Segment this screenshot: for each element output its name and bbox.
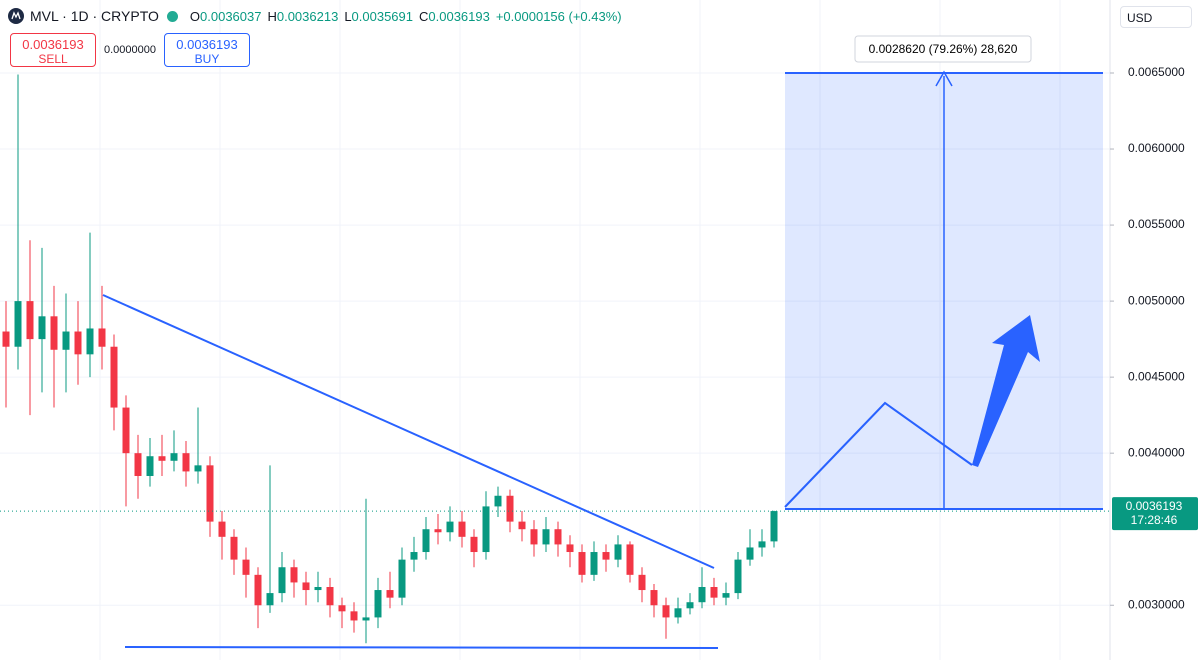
candle-body: [758, 541, 766, 548]
y-tick-label: 0.0060000: [1128, 141, 1185, 155]
ohlc-item: O0.0036037: [189, 8, 262, 24]
candle-body: [86, 328, 94, 355]
status-dot: [166, 10, 178, 22]
candle-body: [158, 456, 166, 461]
candle-body: [182, 453, 190, 472]
candle-body: [542, 529, 550, 545]
buy-button[interactable]: 0.0036193 BUY: [164, 33, 250, 67]
candle-body: [242, 559, 250, 575]
measure-arrowhead: [935, 70, 953, 87]
candle-body: [770, 511, 778, 542]
measure-box: [854, 35, 1032, 63]
candle-body: [686, 602, 694, 609]
candle-body: [494, 495, 502, 507]
candle-body: [302, 582, 310, 591]
candle-body: [722, 593, 730, 598]
candle-body: [386, 590, 394, 598]
candle-body: [614, 544, 622, 560]
y-tick-label: 0.0065000: [1128, 65, 1185, 79]
countdown: 17:28:46: [1131, 513, 1178, 527]
candle-body: [446, 521, 454, 533]
candle-body: [146, 456, 154, 476]
y-tick-label: 0.0055000: [1128, 217, 1185, 231]
candle-body: [2, 331, 10, 347]
candle-body: [566, 544, 574, 553]
candle-body: [230, 536, 238, 560]
candle-body: [278, 567, 286, 594]
y-tick-label: 0.0040000: [1128, 445, 1185, 459]
candle-body: [710, 587, 718, 598]
currency-button[interactable]: USD: [1120, 6, 1192, 28]
candle-body: [578, 552, 586, 575]
projection-arrow: [972, 315, 1040, 467]
last-price-label: 0.0036193: [1126, 499, 1183, 513]
candle-body: [206, 465, 214, 522]
header: MVL · 1D · CRYPTO O0.0036037 H0.0036213 …: [8, 6, 622, 26]
candle-body: [590, 552, 598, 575]
y-tick-label: 0.0030000: [1128, 597, 1185, 611]
candle-body: [638, 574, 646, 591]
projection-path: [784, 401, 973, 508]
y-tick-label: 0.0050000: [1128, 293, 1185, 307]
candle-body: [194, 465, 202, 472]
candle-body: [218, 521, 226, 537]
candle-body: [134, 453, 142, 476]
candle-body: [734, 559, 742, 594]
candle-body: [434, 529, 442, 533]
candle-body: [518, 521, 526, 530]
candle-body: [350, 611, 358, 621]
candle-body: [122, 407, 130, 454]
candle-body: [458, 521, 466, 537]
last-price-box: [1112, 497, 1198, 531]
candle-body: [26, 301, 34, 340]
change: +0.0000156 (+0.43%): [495, 8, 622, 24]
symbol: MVL · 1D · CRYPTO: [30, 8, 159, 24]
candle-body: [602, 552, 610, 560]
candle-body: [62, 331, 70, 350]
candle-body: [410, 552, 418, 560]
candle-body: [674, 608, 682, 618]
candle-body: [626, 544, 634, 575]
candle-body: [650, 590, 658, 606]
spread: 0.0000000: [104, 44, 156, 56]
candle-body: [374, 590, 382, 618]
ohlc-item: L0.0035691: [344, 8, 413, 24]
ohlc-item: H0.0036213: [267, 8, 339, 24]
candle-body: [506, 495, 514, 522]
candle-body: [338, 605, 346, 612]
candle-body: [470, 536, 478, 553]
candle-body: [326, 587, 334, 606]
candle-body: [530, 529, 538, 545]
logo: [8, 8, 24, 24]
sell-button[interactable]: 0.0036193 SELL: [10, 33, 96, 67]
trendline: [102, 294, 715, 569]
candle-body: [98, 328, 106, 347]
y-tick-label: 0.0045000: [1128, 369, 1185, 383]
candle-body: [50, 316, 58, 350]
candle-body: [746, 547, 754, 560]
candle-body: [698, 587, 706, 603]
candle-body: [38, 316, 46, 340]
candle-body: [398, 559, 406, 598]
candle-body: [254, 574, 262, 606]
candle-body: [362, 617, 370, 621]
candle-body: [422, 529, 430, 553]
vertical-grid: [99, 0, 1061, 660]
candle-body: [314, 587, 322, 591]
candle-body: [554, 529, 562, 545]
candle-body: [290, 567, 298, 583]
candle-body: [266, 593, 274, 606]
ohlc-item: C0.0036193: [419, 8, 490, 24]
candle-body: [482, 506, 490, 553]
candle-body: [170, 453, 178, 461]
candle-body: [74, 331, 82, 355]
candle-body: [662, 605, 670, 618]
candle-body: [110, 346, 118, 408]
candle-body: [14, 301, 22, 347]
support-line: [124, 646, 719, 649]
measure-label: 0.0028620 (79.26%) 28,620: [869, 42, 1018, 56]
